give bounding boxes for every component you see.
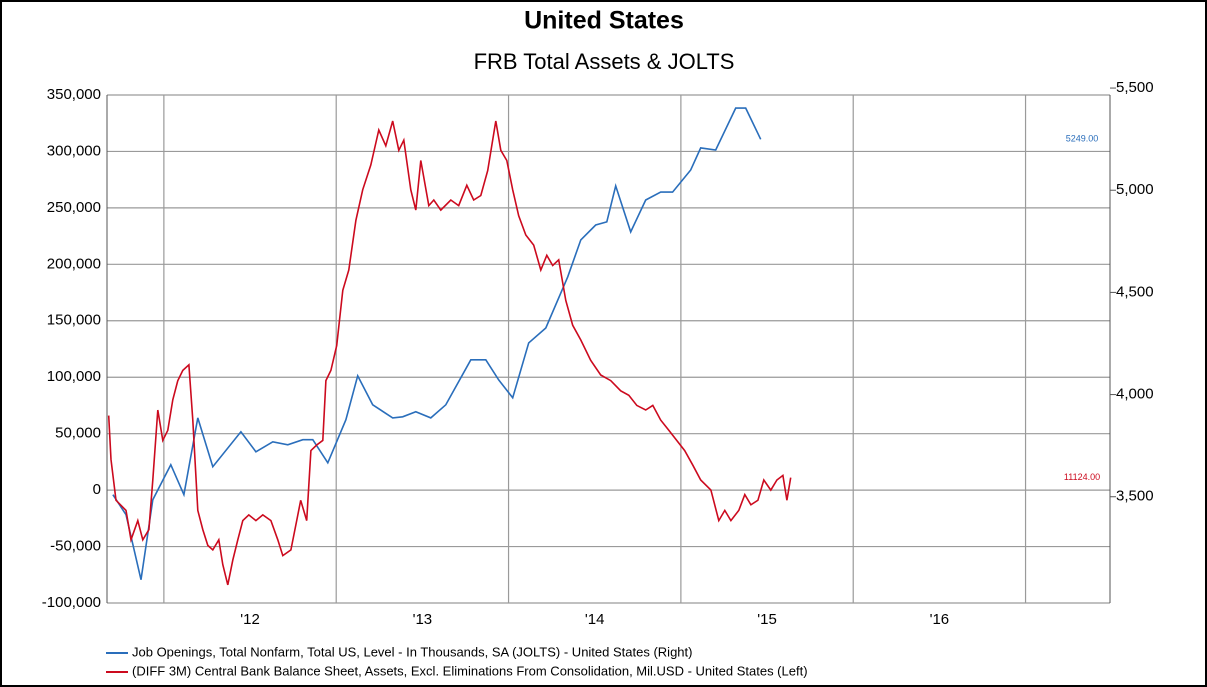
y-tick-label: -100,000 <box>42 594 101 611</box>
y-tick-label: 300,000 <box>47 142 101 159</box>
value-label: 5249.00 <box>1066 134 1099 144</box>
legend-label: (DIFF 3M) Central Bank Balance Sheet, As… <box>132 663 808 678</box>
series-line <box>107 120 792 586</box>
y2-tick-label: 4,500 <box>1116 283 1154 300</box>
series-line <box>112 107 762 580</box>
y-tick-label: 350,000 <box>47 86 101 103</box>
x-tick-label: '15 <box>757 611 777 628</box>
y2-tick-label: 3,500 <box>1116 488 1154 505</box>
chart-title: United States <box>524 7 684 35</box>
y-tick-label: 100,000 <box>47 368 101 385</box>
y-tick-label: 50,000 <box>55 425 101 442</box>
y-tick-label: 150,000 <box>47 312 101 329</box>
y2-tick-label: 5,500 <box>1116 79 1154 96</box>
x-tick-label: '14 <box>585 611 605 628</box>
x-tick-label: '16 <box>930 611 950 628</box>
y-tick-label: 200,000 <box>47 255 101 272</box>
chart-subtitle: FRB Total Assets & JOLTS <box>474 49 735 74</box>
y2-tick-label: 4,000 <box>1116 386 1154 403</box>
legend-label: Job Openings, Total Nonfarm, Total US, L… <box>132 644 692 659</box>
y2-tick-label: 5,000 <box>1116 181 1154 198</box>
value-label: 11124.00 <box>1064 472 1100 482</box>
x-tick-label: '12 <box>240 611 260 628</box>
y-tick-label: 0 <box>93 481 101 498</box>
y-tick-label: -50,000 <box>50 538 101 555</box>
y-tick-label: 250,000 <box>47 199 101 216</box>
x-tick-label: '13 <box>413 611 433 628</box>
